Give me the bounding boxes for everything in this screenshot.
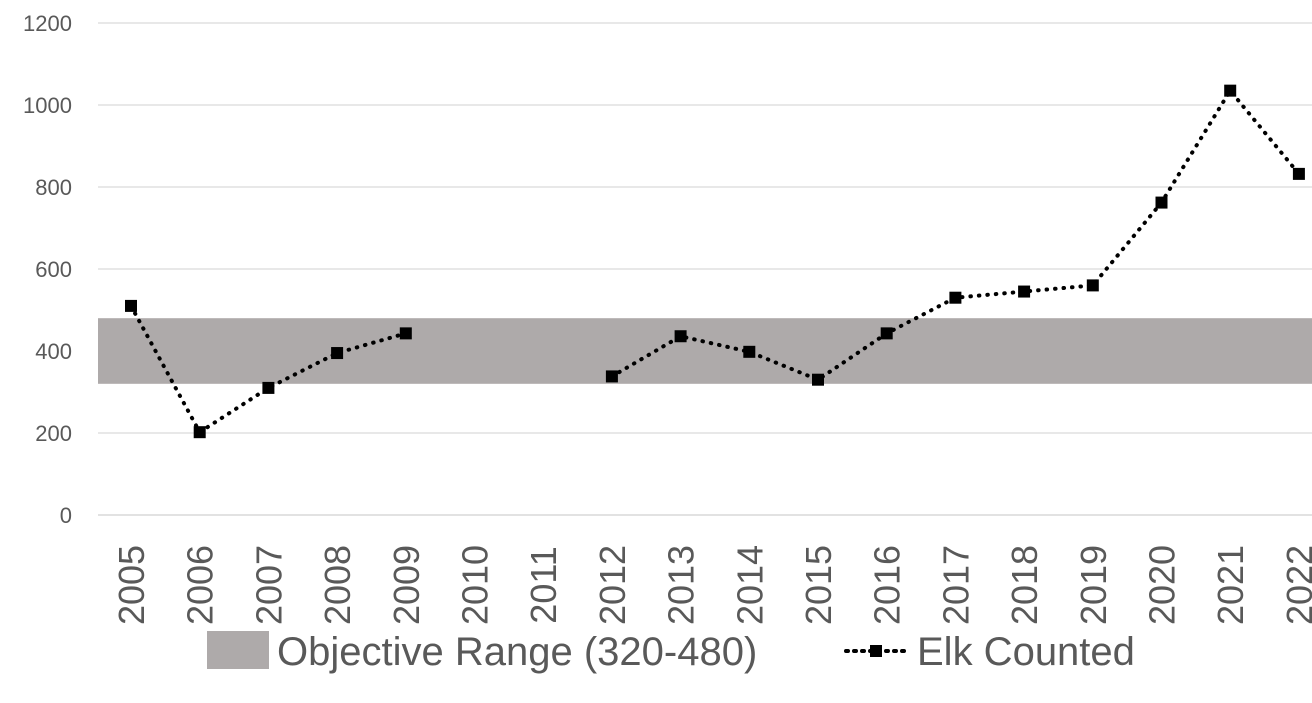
y-tick-label-400: 400	[35, 339, 72, 364]
y-tick-label-800: 800	[35, 175, 72, 200]
x-tick-label-2011: 2011	[523, 546, 564, 623]
data-point-2013	[674, 330, 687, 343]
x-tick-label-2014: 2014	[729, 545, 770, 625]
data-point-2018	[1018, 285, 1031, 298]
y-tick-label-1200: 1200	[23, 11, 72, 36]
data-point-2021	[1224, 84, 1237, 97]
x-tick-label-2007: 2007	[248, 545, 289, 625]
data-point-2008	[331, 347, 344, 360]
data-point-2012	[605, 370, 618, 383]
x-tick-label-2008: 2008	[317, 545, 358, 625]
x-tick-label-2009: 2009	[386, 545, 427, 625]
data-point-2020	[1155, 196, 1168, 209]
elk-counted-markers	[125, 84, 1305, 439]
x-axis-ticks: 2005 2006 2007 2008 2009 2010 2011 2012 2013 2014…	[111, 545, 1312, 625]
x-tick-label-2022: 2022	[1279, 545, 1312, 625]
data-point-2015	[812, 373, 824, 386]
data-point-2005	[125, 299, 137, 312]
data-point-2006	[193, 426, 206, 439]
data-point-2016	[880, 327, 893, 340]
x-tick-label-2021: 2021	[1210, 545, 1251, 625]
x-tick-label-2005: 2005	[111, 545, 152, 625]
x-tick-label-2020: 2020	[1142, 545, 1183, 625]
data-point-2014	[743, 345, 756, 358]
data-point-2007	[262, 381, 275, 394]
band-rect-0	[98, 318, 1312, 384]
data-point-2009	[399, 327, 412, 340]
x-tick-label-2018: 2018	[1004, 545, 1045, 625]
data-point-2022	[1292, 167, 1305, 180]
legend-label-objective-range: Objective Range (320-480)	[277, 630, 757, 674]
y-tick-label-0: 0	[60, 503, 72, 528]
x-tick-label-2010: 2010	[455, 545, 496, 625]
legend-swatch-elk-counted-marker	[870, 645, 882, 657]
data-point-2017	[949, 291, 962, 304]
y-tick-label-200: 200	[35, 421, 72, 446]
legend-label-elk-counted: Elk Counted	[917, 630, 1135, 674]
gridlines	[98, 22, 1312, 516]
x-tick-label-2006: 2006	[180, 545, 221, 625]
y-tick-label-600: 600	[35, 257, 72, 282]
x-tick-label-2016: 2016	[867, 545, 908, 625]
x-tick-label-2017: 2017	[935, 545, 976, 625]
y-tick-label-1000: 1000	[23, 93, 72, 118]
data-point-2019	[1086, 279, 1099, 292]
legend-swatch-objective-range	[207, 631, 269, 669]
series-0-segment-0	[129, 303, 408, 435]
x-tick-label-2015: 2015	[798, 545, 839, 625]
y-axis-ticks: 0 200 400 600 800 1000 1200	[23, 11, 72, 528]
x-tick-label-2019: 2019	[1073, 545, 1114, 625]
legend: Objective Range (320-480) Elk Counted	[207, 630, 1135, 674]
x-tick-label-2013: 2013	[661, 545, 702, 625]
objective-range-band	[98, 318, 1312, 384]
x-tick-label-2012: 2012	[592, 545, 633, 625]
